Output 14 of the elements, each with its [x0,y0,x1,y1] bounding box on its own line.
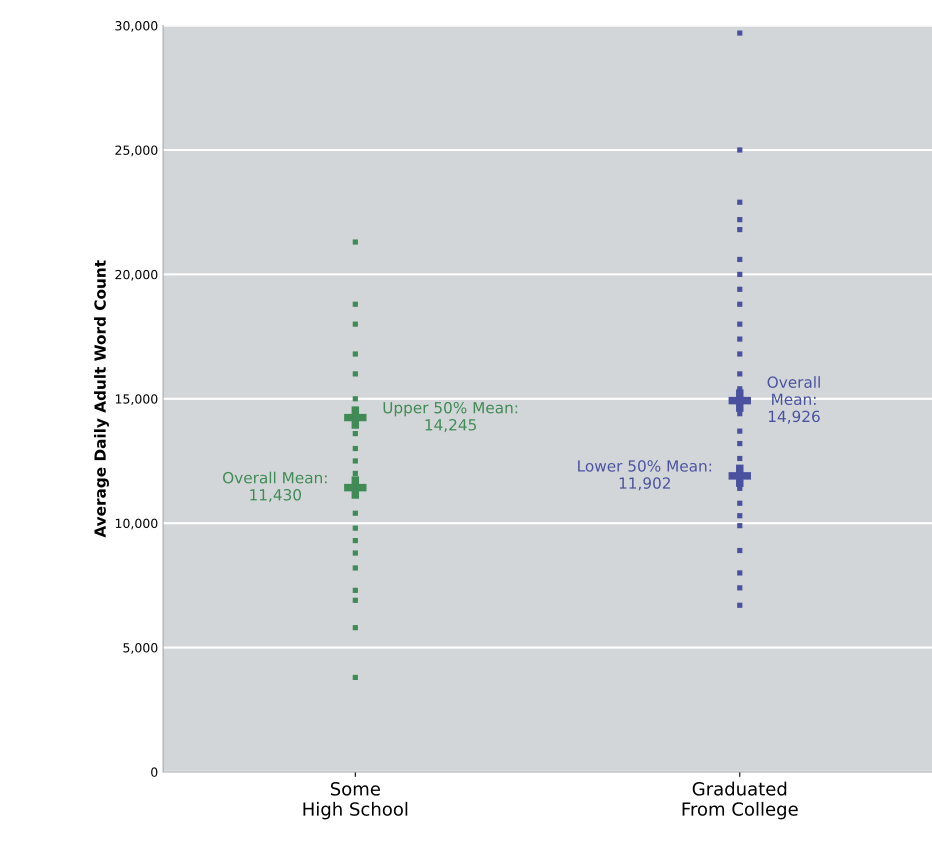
annotation: Overall Mean: 11,430 [223,472,327,502]
x-tick-label: Graduated From College [682,782,798,820]
y-tick-label: 30,000 [115,21,158,32]
y-tick-label: 20,000 [115,270,158,281]
y-tick-label: 5,000 [123,643,158,654]
y-tick-label: 25,000 [115,145,158,156]
annotation: Overall Mean: 14,926 [768,376,820,424]
annotation: Lower 50% Mean: 11,902 [578,460,712,490]
y-tick-label: 0 [151,767,158,777]
annotation: Upper 50% Mean: 14,245 [384,402,518,432]
x-tick-label: Some High School [304,782,408,820]
y-tick-label: 15,000 [116,394,158,405]
y-tick-label: 10,000 [116,518,158,530]
y-axis-title: Average Daily Adult Word Count [94,260,109,538]
